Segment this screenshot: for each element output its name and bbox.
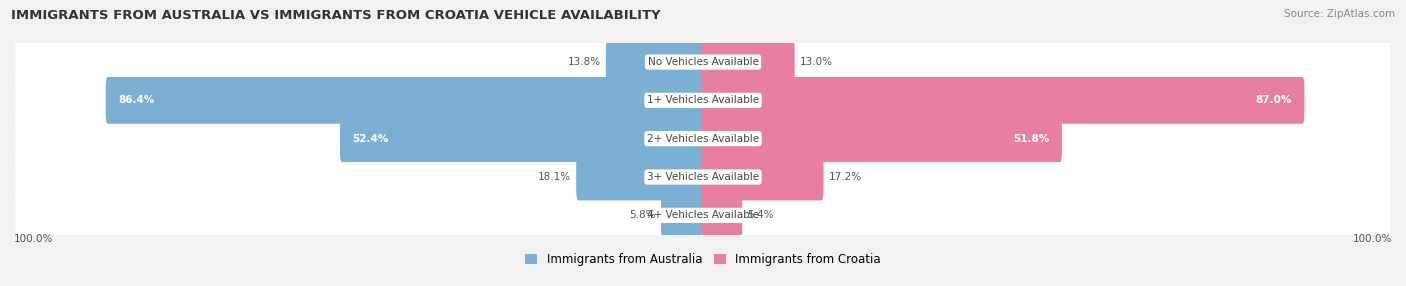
FancyBboxPatch shape [15,70,1391,130]
Legend: Immigrants from Australia, Immigrants from Croatia: Immigrants from Australia, Immigrants fr… [520,248,886,271]
Text: Source: ZipAtlas.com: Source: ZipAtlas.com [1284,9,1395,19]
Text: 3+ Vehicles Available: 3+ Vehicles Available [647,172,759,182]
Text: 17.2%: 17.2% [828,172,862,182]
FancyBboxPatch shape [340,115,704,162]
Text: 4+ Vehicles Available: 4+ Vehicles Available [647,210,759,220]
FancyBboxPatch shape [702,192,742,239]
Text: 86.4%: 86.4% [118,96,155,105]
Text: 87.0%: 87.0% [1256,96,1292,105]
Text: 13.8%: 13.8% [568,57,600,67]
Text: 100.0%: 100.0% [14,234,53,244]
Text: 52.4%: 52.4% [353,134,388,144]
FancyBboxPatch shape [105,77,704,124]
Text: No Vehicles Available: No Vehicles Available [648,57,758,67]
Text: 2+ Vehicles Available: 2+ Vehicles Available [647,134,759,144]
FancyBboxPatch shape [606,39,704,86]
FancyBboxPatch shape [702,115,1062,162]
FancyBboxPatch shape [15,32,1391,92]
FancyBboxPatch shape [576,154,704,200]
FancyBboxPatch shape [15,147,1391,207]
Text: 5.4%: 5.4% [747,210,773,220]
FancyBboxPatch shape [15,109,1391,169]
Text: 18.1%: 18.1% [538,172,571,182]
Text: IMMIGRANTS FROM AUSTRALIA VS IMMIGRANTS FROM CROATIA VEHICLE AVAILABILITY: IMMIGRANTS FROM AUSTRALIA VS IMMIGRANTS … [11,9,661,21]
FancyBboxPatch shape [702,154,824,200]
Text: 13.0%: 13.0% [800,57,832,67]
FancyBboxPatch shape [15,185,1391,245]
FancyBboxPatch shape [702,39,794,86]
Text: 1+ Vehicles Available: 1+ Vehicles Available [647,96,759,105]
Text: 51.8%: 51.8% [1014,134,1049,144]
Text: 5.8%: 5.8% [630,210,657,220]
FancyBboxPatch shape [661,192,704,239]
Text: 100.0%: 100.0% [1353,234,1392,244]
FancyBboxPatch shape [702,77,1305,124]
